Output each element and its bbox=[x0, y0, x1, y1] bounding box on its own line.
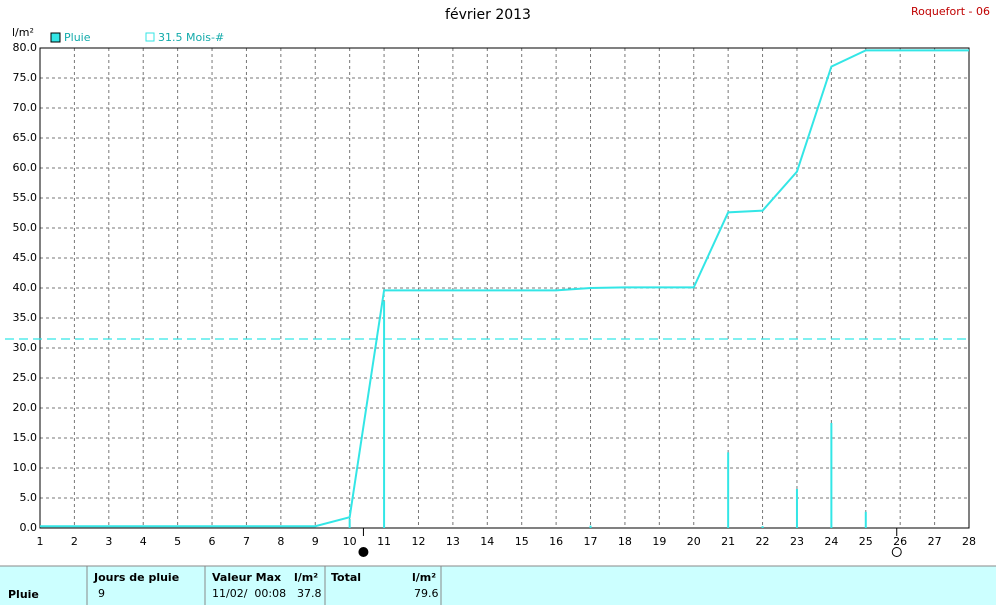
x-tick-label: 19 bbox=[652, 535, 666, 548]
y-tick-label: 60.0 bbox=[13, 161, 38, 174]
line bbox=[40, 49, 969, 528]
event-marker bbox=[358, 547, 369, 557]
legend-swatch bbox=[145, 32, 155, 42]
x-tick-label: 20 bbox=[687, 535, 701, 548]
x-tick-label: 3 bbox=[105, 535, 112, 548]
y-tick-label: 15.0 bbox=[13, 431, 38, 444]
legend-label: 31.5 Mois-# bbox=[158, 31, 224, 44]
plot-frame bbox=[39, 47, 970, 529]
x-tick-label: 11 bbox=[377, 535, 391, 548]
x-tick-label: 24 bbox=[824, 535, 838, 548]
y-tick-label: 30.0 bbox=[13, 341, 38, 354]
summary-header: l/m² bbox=[412, 571, 436, 584]
x-tick-label: 4 bbox=[140, 535, 147, 548]
chart-title: février 2013 bbox=[445, 7, 531, 23]
y-tick-label: 45.0 bbox=[13, 251, 38, 264]
x-tick-label: 17 bbox=[584, 535, 598, 548]
x-tick-label: 25 bbox=[859, 535, 873, 548]
summary-header: Jours de pluie bbox=[93, 571, 179, 584]
x-tick-label: 7 bbox=[243, 535, 250, 548]
y-tick-label: 0.0 bbox=[20, 521, 38, 534]
x-tick-label: 8 bbox=[277, 535, 284, 548]
y-tick-label: 80.0 bbox=[13, 41, 38, 54]
y-unit: l/m² bbox=[12, 26, 34, 39]
summary-value: 37.8 bbox=[297, 587, 322, 600]
x-tick-label: 21 bbox=[721, 535, 735, 548]
summary-value: 79.6 bbox=[414, 587, 439, 600]
y-tick-label: 25.0 bbox=[13, 371, 38, 384]
x-tick-label: 22 bbox=[756, 535, 770, 548]
x-tick-label: 18 bbox=[618, 535, 632, 548]
summary-value: 9 bbox=[98, 587, 105, 600]
y-tick-label: 55.0 bbox=[13, 191, 38, 204]
legend-swatch bbox=[50, 32, 61, 43]
y-tick-label: 70.0 bbox=[13, 101, 38, 114]
x-tick-label: 14 bbox=[480, 535, 494, 548]
y-tick-label: 75.0 bbox=[13, 71, 38, 84]
event-marker bbox=[891, 547, 902, 557]
x-tick-label: 23 bbox=[790, 535, 804, 548]
legend-label: Pluie bbox=[64, 31, 91, 44]
x-tick-label: 1 bbox=[37, 535, 44, 548]
x-tick-label: 5 bbox=[174, 535, 181, 548]
summary-header: Total bbox=[331, 571, 361, 584]
station-label: Roquefort - 06 bbox=[911, 5, 990, 18]
y-tick-label: 50.0 bbox=[13, 221, 38, 234]
y-tick-label: 35.0 bbox=[13, 311, 38, 324]
x-tick-label: 6 bbox=[209, 535, 216, 548]
x-tick-label: 13 bbox=[446, 535, 460, 548]
summary-value: 11/02/ 00:08 bbox=[212, 587, 286, 600]
x-tick-label: 28 bbox=[962, 535, 976, 548]
summary-bg bbox=[0, 566, 996, 605]
x-tick-label: 26 bbox=[893, 535, 907, 548]
x-tick-label: 12 bbox=[411, 535, 425, 548]
y-tick-label: 65.0 bbox=[13, 131, 38, 144]
summary-row-label: Pluie bbox=[8, 588, 39, 601]
y-tick-label: 10.0 bbox=[13, 461, 38, 474]
x-tick-label: 10 bbox=[343, 535, 357, 548]
y-tick-label: 20.0 bbox=[13, 401, 38, 414]
x-tick-label: 15 bbox=[515, 535, 529, 548]
x-tick-label: 27 bbox=[928, 535, 942, 548]
y-tick-label: 40.0 bbox=[13, 281, 38, 294]
summary-header: Valeur Max bbox=[212, 571, 281, 584]
x-tick-label: 9 bbox=[312, 535, 319, 548]
y-tick-label: 5.0 bbox=[20, 491, 38, 504]
summary-header: l/m² bbox=[294, 571, 318, 584]
x-tick-label: 16 bbox=[549, 535, 563, 548]
x-tick-label: 2 bbox=[71, 535, 78, 548]
